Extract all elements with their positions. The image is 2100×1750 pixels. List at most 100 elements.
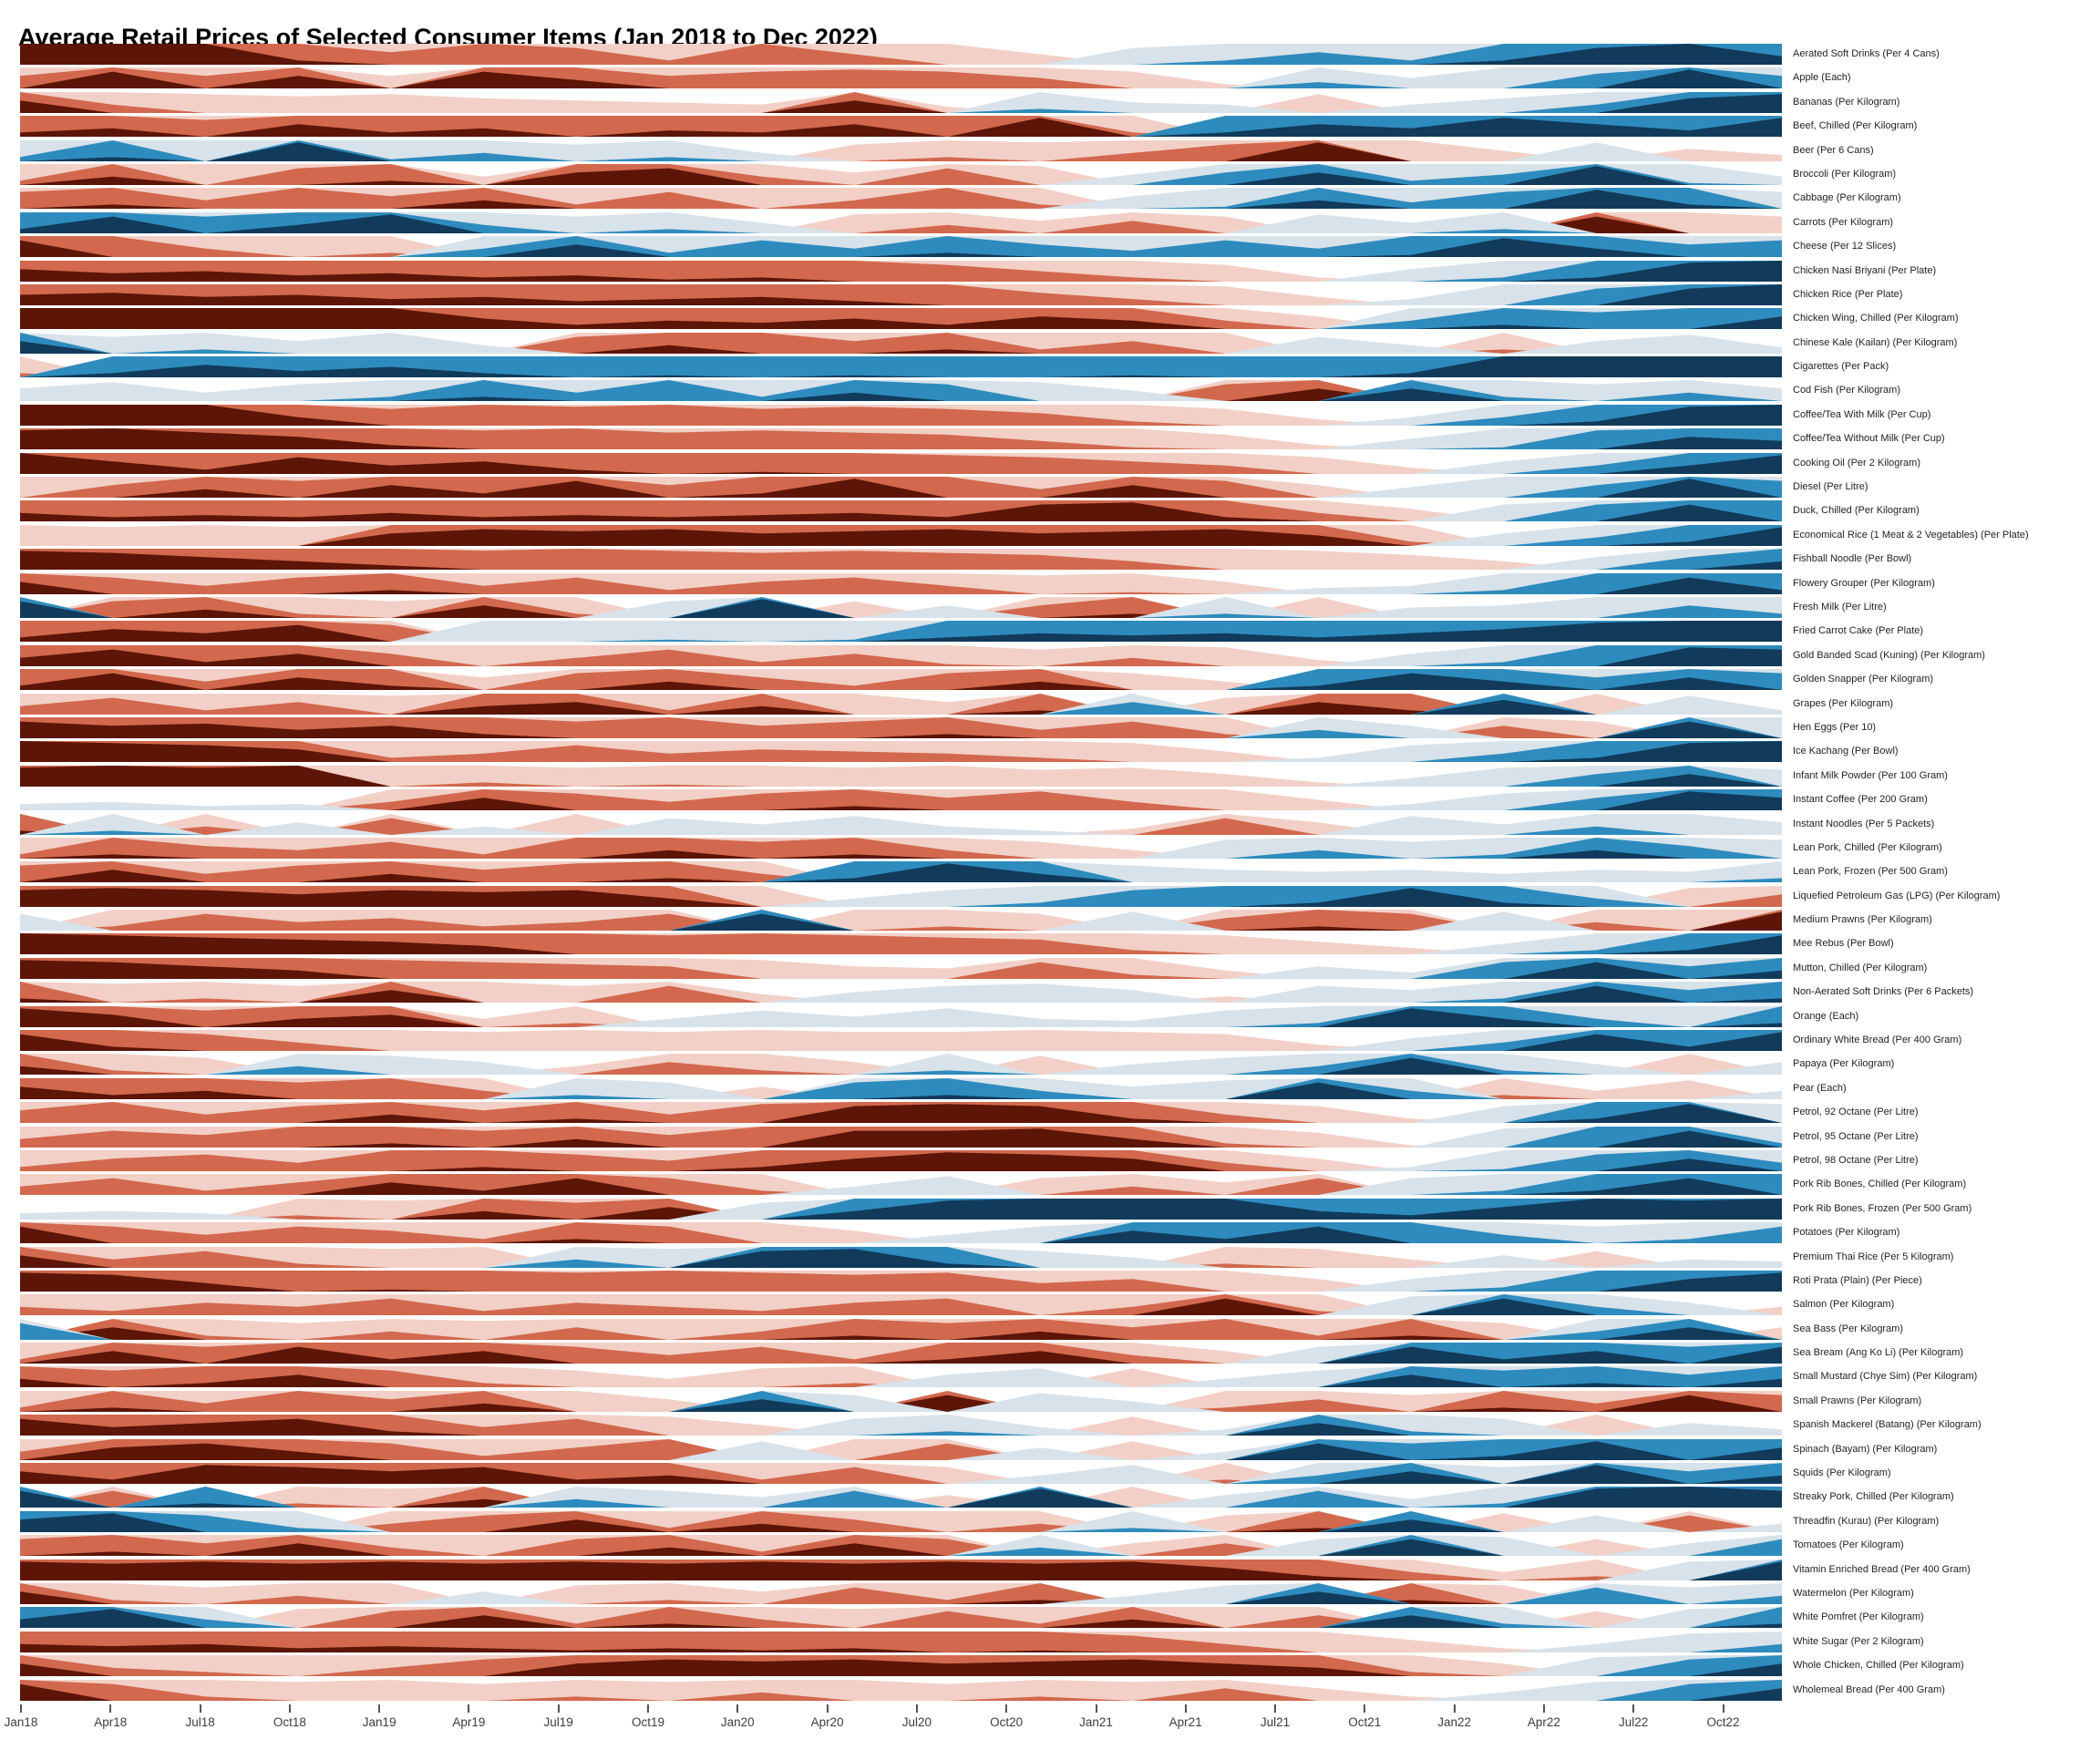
axis-tick	[557, 1704, 560, 1713]
below-band-3	[20, 1465, 1782, 1485]
horizon-row: Lean Pork, Frozen (Per 500 Gram)	[20, 861, 2029, 885]
row-label: Chicken Rice (Per Plate)	[1793, 288, 1903, 300]
horizon-row: Golden Snapper (Per Kilogram)	[20, 669, 2029, 693]
axis-tick	[1722, 1704, 1724, 1713]
below-band-2	[20, 91, 1782, 113]
row-label: Potatoes (Per Kilogram)	[1793, 1227, 1900, 1239]
row-label: Premium Thai Rice (Per 5 Kilogram)	[1793, 1251, 1954, 1262]
row-label: Coffee/Tea With Milk (Per Cup)	[1793, 408, 1931, 420]
horizon-strip	[20, 549, 1782, 571]
axis-tick-label: Jul20	[901, 1715, 932, 1729]
row-label: Fresh Milk (Per Litre)	[1793, 601, 1887, 612]
row-label: Beef, Chilled (Per Kilogram)	[1793, 120, 1918, 132]
axis-tick	[1453, 1704, 1456, 1713]
horizon-strip	[20, 1102, 1782, 1124]
horizon-row: Fresh Milk (Per Litre)	[20, 596, 2029, 621]
below-band-3	[20, 502, 1782, 522]
above-band-1	[20, 1174, 1782, 1196]
below-band-2	[20, 44, 1782, 65]
row-label: Diesel (Per Litre)	[1793, 481, 1868, 493]
horizon-row: White Sugar (Per 2 Kilogram)	[20, 1631, 2029, 1655]
horizon-row: Diesel (Per Litre)	[20, 477, 2029, 500]
below-band-3	[20, 721, 1782, 738]
row-label: Duck, Chilled (Per Kilogram)	[1793, 505, 1920, 517]
below-band-1	[20, 765, 1782, 787]
horizon-strip	[20, 716, 1782, 738]
row-label: Cheese (Per 12 Slices)	[1793, 241, 1897, 252]
horizon-row: Petrol, 98 Octane (Per Litre)	[20, 1149, 2029, 1174]
horizon-strip	[20, 669, 1782, 691]
horizon-strip	[20, 1559, 1782, 1580]
above-band-3	[20, 505, 1782, 522]
above-band-2	[20, 572, 1782, 594]
below-band-2	[20, 1438, 1782, 1460]
below-band-2	[20, 837, 1782, 859]
below-band-2	[20, 982, 1782, 1004]
below-band-3	[20, 870, 1782, 883]
horizon-strip	[20, 1077, 1782, 1099]
axis-tick-label: Apr22	[1527, 1715, 1560, 1729]
below-band-3	[20, 1346, 1782, 1364]
horizon-strip	[20, 1054, 1782, 1076]
horizon-row: Flowery Grouper (Per Kilogram)	[20, 572, 2029, 597]
below-band-3	[20, 1152, 1782, 1171]
below-band-3	[20, 1395, 1782, 1412]
above-band-3	[20, 1082, 1782, 1099]
horizon-strip	[20, 813, 1782, 835]
above-band-2	[20, 452, 1782, 474]
below-band-3	[20, 428, 1782, 450]
row-label: Pear (Each)	[1793, 1082, 1847, 1094]
horizon-strip	[20, 452, 1782, 474]
below-band-2	[20, 549, 1782, 571]
above-band-3	[20, 437, 1782, 450]
row-label: Gold Banded Scad (Kuning) (Per Kilogram)	[1793, 649, 1985, 661]
horizon-strip	[20, 1174, 1782, 1196]
horizon-row: Infant Milk Powder (Per 100 Gram)	[20, 765, 2029, 789]
above-band-1	[20, 1655, 1782, 1677]
row-label: Flowery Grouper (Per Kilogram)	[1793, 577, 1935, 589]
horizon-strip	[20, 1005, 1782, 1027]
above-band-3	[20, 356, 1782, 378]
above-band-1	[20, 1631, 1782, 1652]
horizon-strip	[20, 428, 1782, 450]
below-band-3	[20, 345, 1782, 354]
horizon-strip	[20, 1415, 1782, 1436]
above-band-3	[20, 1178, 1782, 1196]
above-band-2	[20, 1054, 1782, 1076]
above-band-3	[20, 673, 1782, 691]
horizon-row: Spanish Mackerel (Batang) (Per Kilogram)	[20, 1415, 2029, 1438]
below-band-3	[20, 1499, 1782, 1508]
above-band-3	[20, 863, 1782, 883]
above-band-2	[20, 67, 1782, 89]
axis-tick-label: Apr20	[810, 1715, 844, 1729]
below-band-3	[20, 1007, 1782, 1027]
axis-tick	[1095, 1704, 1097, 1713]
horizon-strip	[20, 1294, 1782, 1316]
below-band-3	[20, 1543, 1782, 1557]
row-label: Tomatoes (Per Kilogram)	[1793, 1539, 1904, 1551]
horizon-row: Fishball Noodle (Per Bowl)	[20, 549, 2029, 572]
horizon-strip	[20, 1270, 1782, 1292]
row-label: Cigarettes (Per Pack)	[1793, 361, 1889, 373]
horizon-row: Non-Aerated Soft Drinks (Per 6 Packets)	[20, 982, 2029, 1005]
horizon-row: Instant Coffee (Per 200 Gram)	[20, 789, 2029, 813]
above-band-1	[20, 982, 1782, 1004]
below-band-3	[20, 1127, 1782, 1148]
above-band-2	[20, 1005, 1782, 1027]
row-label: Sea Bass (Per Kilogram)	[1793, 1323, 1904, 1334]
horizon-row: Liquefied Petroleum Gas (LPG) (Per Kilog…	[20, 885, 2029, 910]
horizon-row: Fried Carrot Cake (Per Plate)	[20, 621, 2029, 644]
axis-tick	[736, 1704, 739, 1713]
row-label: Petrol, 92 Octane (Per Litre)	[1793, 1107, 1919, 1118]
above-band-3	[20, 791, 1782, 811]
axis-tick-label: Jul18	[185, 1715, 215, 1729]
row-label: Watermelon (Per Kilogram)	[1793, 1588, 1914, 1599]
below-band-2	[20, 1270, 1782, 1292]
below-band-2	[20, 428, 1782, 450]
horizon-row: Lean Pork, Chilled (Per Kilogram)	[20, 837, 2029, 861]
horizon-row: Mee Rebus (Per Bowl)	[20, 933, 2029, 957]
row-label: Instant Noodles (Per 5 Packets)	[1793, 818, 1935, 829]
below-band-3	[20, 216, 1782, 233]
below-band-3	[20, 404, 1782, 426]
row-label: Streaky Pork, Chilled (Per Kilogram)	[1793, 1491, 1954, 1503]
